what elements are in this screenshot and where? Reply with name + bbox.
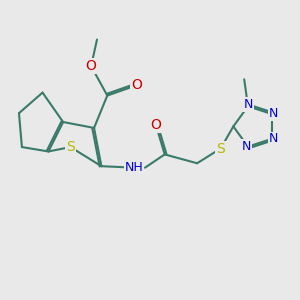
Text: N: N — [243, 98, 253, 111]
Text: S: S — [216, 142, 225, 155]
Text: N: N — [242, 140, 251, 153]
Text: O: O — [131, 78, 142, 92]
Text: S: S — [66, 140, 75, 154]
Text: O: O — [151, 118, 161, 132]
Text: NH: NH — [124, 161, 143, 174]
Text: N: N — [268, 132, 278, 146]
Text: O: O — [86, 59, 97, 73]
Text: N: N — [268, 107, 278, 121]
